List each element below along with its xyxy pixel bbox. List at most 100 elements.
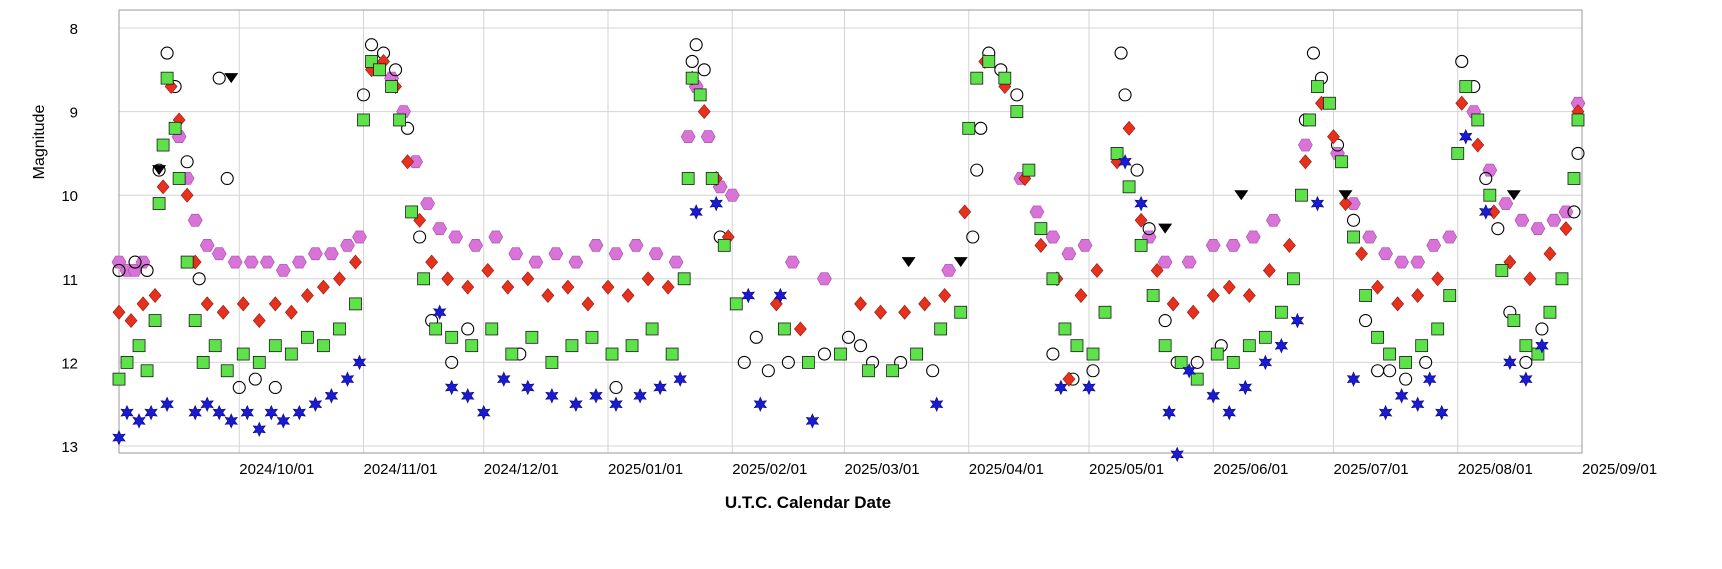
circle-data-point <box>609 380 623 395</box>
square-data-point <box>1190 372 1204 386</box>
diamond-data-point <box>200 296 214 312</box>
star-data-point <box>1170 446 1184 463</box>
square-data-point <box>1134 238 1148 252</box>
circle-data-point <box>817 347 831 361</box>
x-tick-label: 2025/02/01 <box>732 461 807 478</box>
square-data-point <box>585 330 599 344</box>
upper-limit-marker <box>953 257 968 268</box>
diamond-data-point <box>441 271 455 287</box>
square-data-point <box>705 172 719 185</box>
star-data-point <box>1258 354 1273 371</box>
circle-data-point <box>152 163 166 177</box>
square-data-point <box>962 121 976 135</box>
star-data-point <box>1503 354 1517 371</box>
circle-data-point <box>220 171 234 186</box>
square-data-point <box>677 272 691 286</box>
hexagon-data-point <box>588 239 604 252</box>
hexagon-data-point <box>1514 213 1530 227</box>
hexagon-data-point <box>1298 138 1313 152</box>
star-data-point <box>120 404 134 421</box>
diamond-data-point <box>1283 237 1296 253</box>
hexagon-data-point <box>1410 255 1426 269</box>
hexagon-data-point <box>1546 213 1562 227</box>
x-tick-label: 2025/03/01 <box>844 461 919 478</box>
hexagon-data-point <box>680 130 696 143</box>
square-data-point <box>1383 347 1397 361</box>
star-data-point <box>132 413 146 429</box>
star-data-point <box>1082 379 1096 396</box>
square-data-point <box>220 364 234 378</box>
x-tick-label: 2025/06/01 <box>1213 461 1288 478</box>
star-data-point <box>224 413 238 429</box>
x-tick-label: 2025/05/01 <box>1089 461 1164 478</box>
circle-data-point <box>1142 222 1156 236</box>
star-data-point <box>929 396 944 412</box>
square-data-point <box>152 197 166 210</box>
hexagon-data-point <box>1077 239 1093 252</box>
square-data-point <box>862 364 875 378</box>
square-data-point <box>565 339 579 353</box>
hexagon-data-point <box>548 247 564 261</box>
square-data-point <box>1451 146 1465 160</box>
circle-data-point <box>461 322 475 336</box>
square-data-point <box>112 372 126 386</box>
diamond-data-point <box>1090 262 1104 278</box>
square-data-point <box>148 314 162 328</box>
circle-data-point <box>1567 205 1581 219</box>
plot-frame <box>118 9 1583 454</box>
star-data-point <box>1346 371 1361 387</box>
y-tick-label: 8 <box>70 21 78 38</box>
diamond-data-point <box>661 279 675 295</box>
square-data-point <box>385 80 398 93</box>
diamond-data-point <box>1134 212 1148 228</box>
circle-data-point <box>781 355 795 369</box>
diamond-data-point <box>1559 221 1573 237</box>
diamond-data-point <box>180 187 194 203</box>
star-data-point <box>252 421 266 438</box>
square-data-point <box>252 355 266 369</box>
square-data-point <box>777 322 791 336</box>
hexagon-data-point <box>648 247 664 261</box>
square-data-point <box>1242 339 1256 353</box>
hexagon-data-point <box>1157 255 1173 269</box>
hexagon-data-point <box>528 255 544 269</box>
circle-data-point <box>1419 355 1433 369</box>
circle-data-point <box>697 63 711 77</box>
y-tick-label: 9 <box>70 105 78 122</box>
diamond-data-point <box>1523 271 1537 287</box>
square-data-point <box>1431 322 1445 336</box>
square-data-point <box>405 205 419 219</box>
grid-layer <box>119 10 1583 453</box>
circle-data-point <box>445 355 459 369</box>
upper-limit-marker <box>1506 190 1521 201</box>
square-data-point <box>834 347 847 361</box>
x-tick-label: 2025/09/01 <box>1582 461 1657 478</box>
star-data-point <box>497 371 511 387</box>
hexagon-data-point <box>628 239 644 252</box>
x-tick-label: 2024/11/01 <box>364 461 438 478</box>
circle-data-point <box>1086 364 1100 378</box>
circle-data-point <box>966 230 980 244</box>
diamond-data-point <box>958 204 972 220</box>
square-data-point <box>429 322 443 336</box>
star-data-point <box>653 379 667 396</box>
diamond-data-point <box>333 271 346 287</box>
hexagon-data-point <box>211 247 227 261</box>
hexagon-data-point <box>432 222 448 235</box>
star-data-point <box>545 388 559 404</box>
star-data-point <box>1118 154 1132 170</box>
square-data-point <box>505 347 519 361</box>
hexagon-data-point <box>340 239 355 252</box>
star-data-point <box>1310 195 1325 212</box>
square-data-point <box>886 364 899 378</box>
circle-data-point <box>248 372 262 386</box>
diamond-data-point <box>216 304 230 320</box>
hexagon-data-point <box>1498 197 1514 210</box>
star-data-point <box>609 396 623 412</box>
square-data-point <box>172 172 186 185</box>
diamond-data-point <box>136 296 150 312</box>
diamond-data-point <box>401 154 414 170</box>
square-data-point <box>1098 305 1112 319</box>
x-tick-label: 2025/08/01 <box>1458 461 1533 478</box>
